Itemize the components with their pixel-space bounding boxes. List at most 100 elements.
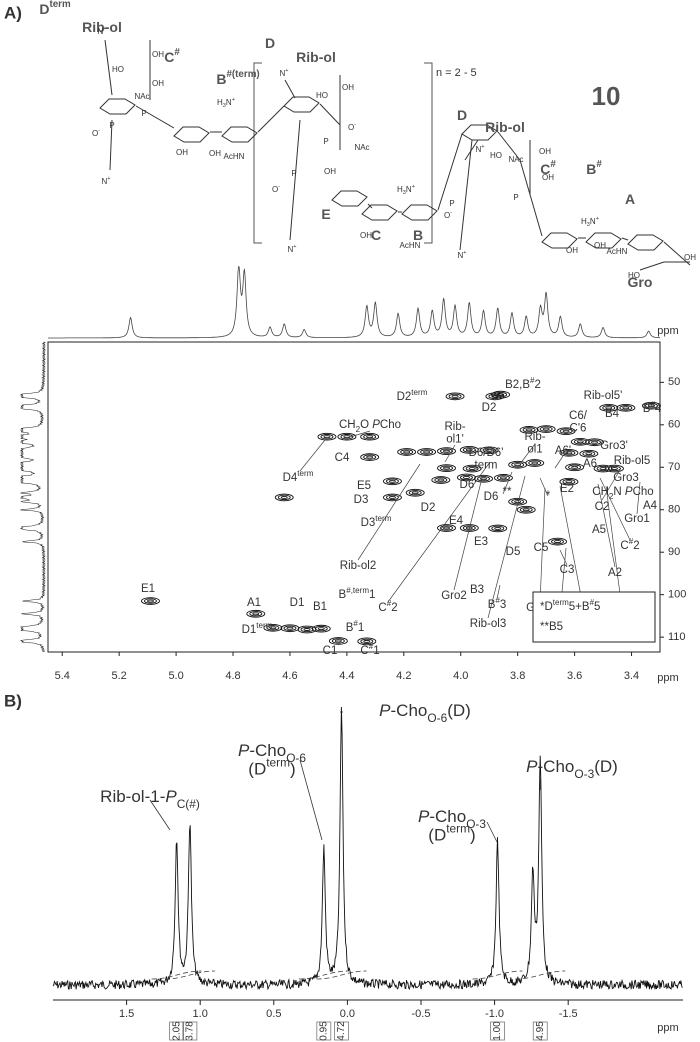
residue-label: D — [265, 35, 275, 51]
x-tick-label: 1.0 — [193, 1008, 208, 1020]
label-part: term — [553, 598, 569, 607]
label-part: OH — [176, 148, 188, 157]
contour — [522, 508, 530, 512]
contour — [642, 401, 661, 410]
chem-label: O- — [92, 128, 100, 138]
x-tick-label: 4.4 — [339, 670, 354, 682]
bond — [289, 119, 301, 241]
label-part: OH — [152, 50, 164, 59]
label-part: D — [265, 35, 275, 51]
label-part: *D — [540, 601, 553, 613]
leader-line — [554, 455, 564, 469]
x-unit: ppm — [657, 672, 678, 684]
cross-peak — [488, 524, 508, 533]
label-part: C3 — [560, 564, 575, 576]
peak-label: A2 — [608, 567, 622, 579]
label-part: 2 — [535, 379, 541, 391]
leader-line — [349, 430, 371, 438]
contour — [443, 449, 450, 453]
residue-label: D — [457, 107, 467, 123]
cross-peak — [559, 448, 579, 457]
chem-label: OH — [684, 253, 696, 262]
peak-label: E3 — [474, 536, 488, 548]
label-part: # — [629, 537, 634, 546]
peak-label: ** — [503, 486, 512, 498]
footnote-box — [532, 591, 656, 643]
contour — [511, 462, 525, 468]
label-part: N — [457, 251, 463, 260]
peak-label: term — [475, 460, 498, 472]
leader-line — [299, 759, 323, 841]
label-part: OH — [594, 241, 606, 250]
peak-label: A6 — [583, 458, 597, 470]
label-part: D6/D6' — [469, 447, 504, 459]
label-part: + — [107, 176, 110, 182]
contour — [559, 428, 573, 434]
label-part: (D) — [594, 757, 618, 776]
cross-peak — [559, 477, 579, 486]
contour — [246, 609, 266, 618]
cross-peak — [311, 624, 331, 633]
label-part: - — [450, 210, 452, 216]
label-part: C'6 — [570, 423, 587, 435]
residue-label: C — [371, 227, 381, 243]
sugar-ring — [221, 126, 258, 143]
label-part: - — [278, 184, 280, 190]
cross-peak — [405, 488, 425, 497]
x-unit: ppm — [657, 1022, 678, 1034]
projection-unit: ppm — [657, 325, 678, 337]
peak-label: D2 — [421, 502, 436, 514]
label-part: B1 — [313, 601, 327, 613]
peak-label: Rib- — [524, 431, 545, 443]
chem-label: N+ — [475, 144, 484, 154]
contour — [280, 495, 288, 499]
contour — [522, 427, 536, 433]
label-part: A5 — [592, 524, 606, 536]
panel-label: A) — [4, 3, 22, 22]
x-tick-label: 4.0 — [453, 670, 468, 682]
chem-label: N+ — [97, 26, 106, 36]
chem-label: OH — [542, 173, 554, 182]
label-part: 3 — [223, 103, 226, 109]
contour — [363, 434, 377, 440]
label-part: H — [217, 98, 223, 107]
label-part: term — [446, 822, 470, 836]
cross-peak — [431, 476, 451, 484]
label-part: A1 — [247, 597, 261, 609]
contour — [423, 450, 431, 454]
contour — [337, 432, 357, 441]
label-part: C — [371, 227, 381, 243]
chem-label: P — [513, 193, 518, 202]
integral-box — [169, 1021, 184, 1041]
peak-label: B#3 — [488, 596, 507, 611]
peak-label: C2 — [595, 501, 610, 513]
label-part: B — [413, 227, 423, 243]
label-part: -Cho — [538, 757, 575, 776]
label-part: C(#) — [177, 797, 200, 811]
peak-label: Gro1 — [624, 513, 650, 525]
peak-label: (Dterm) — [428, 822, 475, 845]
label-part: Cho — [633, 486, 654, 498]
chem-label: AcHN — [607, 247, 628, 256]
leader-line — [519, 443, 536, 465]
cross-peak — [525, 459, 545, 467]
contour — [459, 446, 479, 454]
label-part: P — [165, 787, 177, 806]
cross-peak — [141, 597, 160, 605]
x-tick-label: 1.5 — [119, 1008, 134, 1020]
label-part: B — [586, 161, 596, 177]
label-part: E3 — [474, 536, 488, 548]
peak-label: * — [546, 490, 551, 502]
chem-label: H3N+ — [397, 184, 415, 196]
label-part: term — [49, 0, 71, 10]
leader-line — [597, 483, 616, 568]
cross-peak — [317, 432, 337, 441]
leader-line — [601, 469, 621, 501]
label-part: O-3 — [574, 767, 594, 781]
label-part: O — [272, 185, 278, 194]
chem-label: HO — [490, 151, 502, 160]
cross-peak — [437, 464, 456, 472]
cross-peak — [459, 446, 479, 454]
y-tick-label: 60 — [668, 419, 680, 431]
label-part: OH — [539, 147, 551, 156]
